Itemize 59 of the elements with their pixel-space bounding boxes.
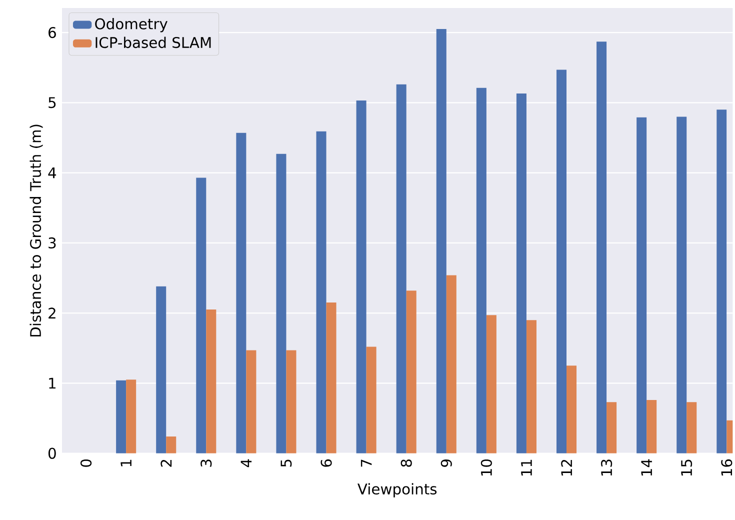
y-tick-label: 1 (49, 378, 56, 389)
bar (366, 346, 376, 454)
bar (356, 100, 366, 454)
bar (156, 286, 166, 454)
bar (526, 320, 536, 454)
bar (276, 154, 286, 454)
x-tick-label: 14 (641, 459, 652, 476)
bar (566, 366, 577, 454)
x-tick-label: 3 (200, 460, 212, 467)
x-tick-label: 5 (280, 460, 292, 467)
x-tick-label: 0 (80, 459, 92, 467)
bar (196, 178, 206, 454)
legend-label: Odometry (95, 18, 168, 32)
y-tick-label: 4 (48, 167, 56, 178)
bar (126, 380, 136, 454)
x-tick-label: 4 (240, 459, 252, 468)
bar (716, 110, 727, 454)
x-tick-label: 2 (160, 460, 172, 467)
bar (236, 132, 246, 454)
bar (166, 436, 176, 454)
x-tick-label: 15 (681, 460, 692, 476)
bar (606, 402, 617, 454)
x-tick-label: 16 (721, 459, 732, 476)
bar (676, 116, 687, 454)
legend-label: ICP-based SLAM (96, 36, 211, 48)
bar (396, 84, 406, 454)
y-tick-label: 2 (48, 308, 56, 318)
y-tick-label: 6 (48, 27, 56, 38)
x-tick-label: 11 (521, 460, 532, 476)
bar (556, 70, 567, 454)
x-tick-label: 9 (440, 460, 452, 467)
bar (446, 275, 456, 454)
bar (286, 350, 296, 454)
bar (436, 29, 446, 454)
bar (116, 380, 126, 454)
x-tick-label: 8 (400, 459, 412, 467)
bar (406, 290, 416, 454)
bar (596, 42, 607, 454)
x-tick-label: 6 (320, 459, 332, 467)
bar (636, 117, 647, 454)
x-tick-label: 13 (601, 460, 612, 476)
x-tick-label: 7 (360, 460, 372, 467)
bar (516, 94, 526, 454)
bar (246, 350, 256, 454)
bar (486, 315, 496, 454)
y-tick-label: 0 (48, 448, 56, 459)
bar (206, 310, 216, 454)
bar (326, 302, 336, 454)
y-axis-title: Distance to Ground Truth (m) (30, 124, 43, 336)
bar (686, 402, 697, 454)
x-tick-label: 10 (480, 459, 492, 476)
x-axis-title: Viewpoints (358, 483, 437, 498)
x-tick-label: 1 (120, 460, 132, 466)
bar (646, 400, 657, 454)
y-tick-label: 3 (48, 237, 56, 248)
x-tick-label: 12 (561, 460, 572, 476)
y-tick-label: 5 (48, 97, 56, 108)
bar (316, 131, 326, 454)
bar (476, 88, 486, 454)
